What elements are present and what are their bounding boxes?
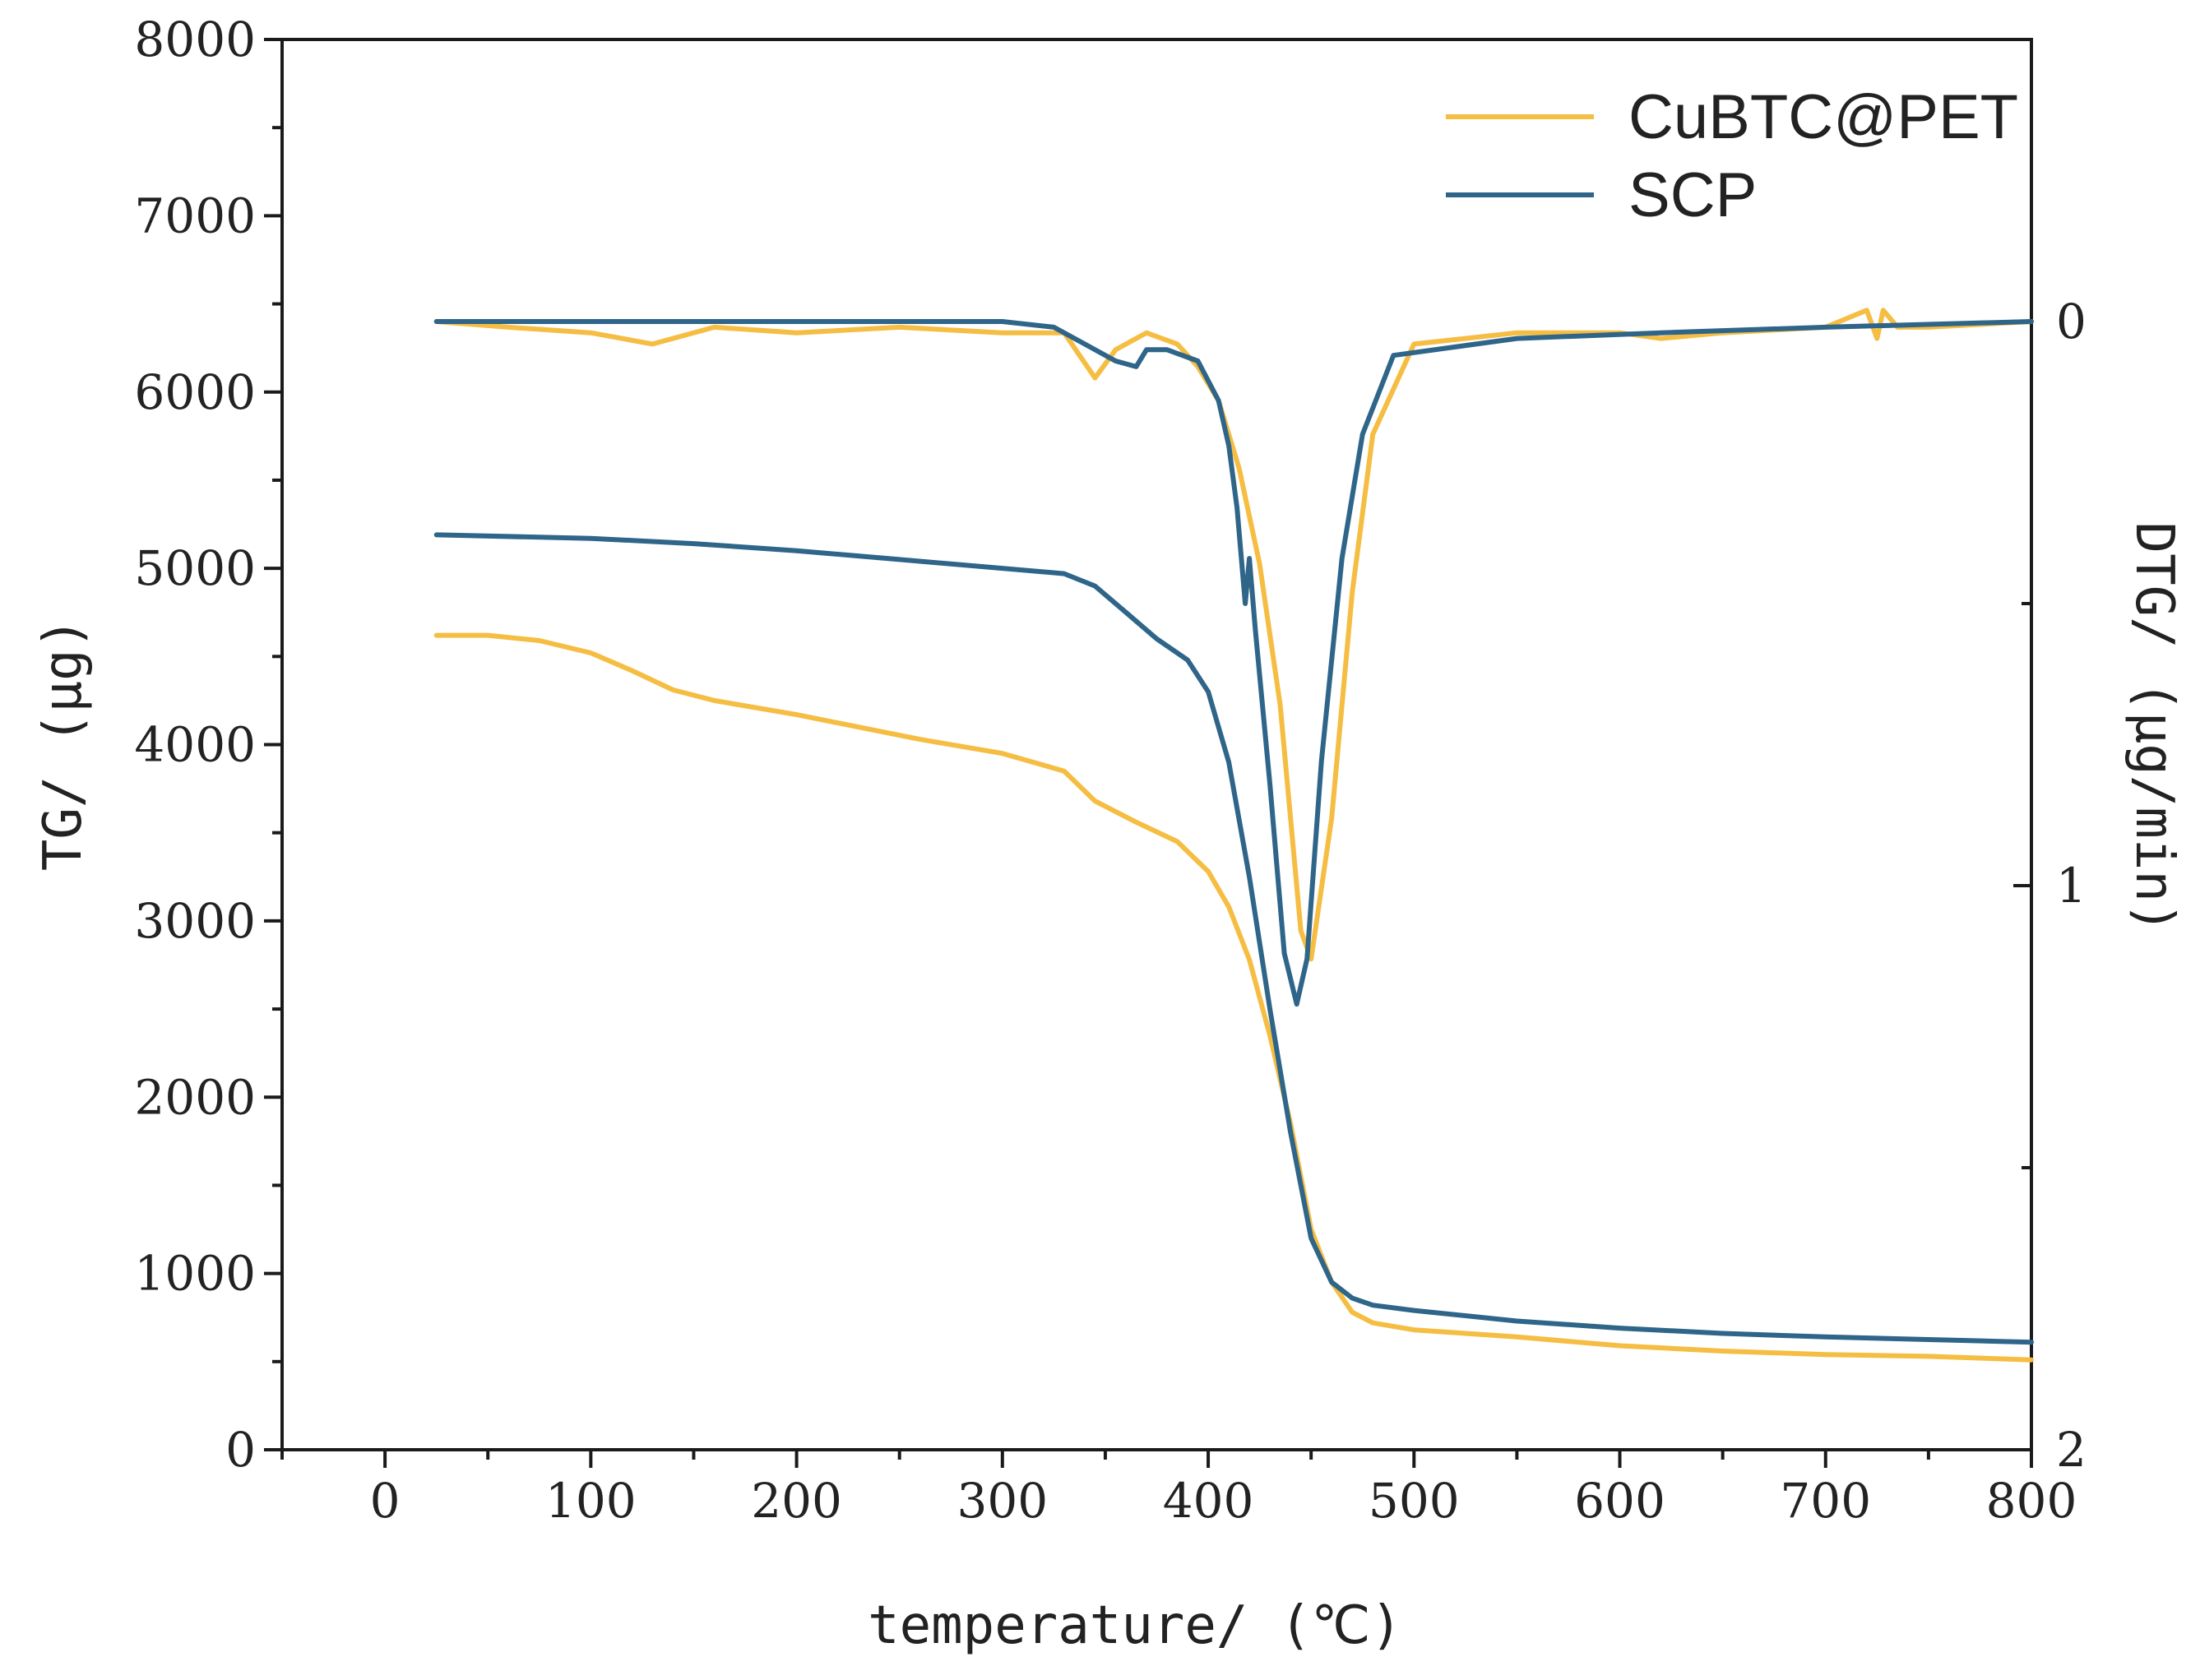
legend-label-cubtc-pet: CuBTC@PET <box>1628 82 2018 152</box>
x-tick-label: 500 <box>1369 1473 1460 1529</box>
dtg-series-scp <box>433 319 2034 1007</box>
x-tick-label: 400 <box>1163 1473 1254 1529</box>
right-y-tick-label: 2 <box>2056 1422 2087 1478</box>
left-y-tick-label: 6000 <box>134 364 256 420</box>
left-y-tick-label: 1000 <box>134 1246 256 1302</box>
x-axis-ticks: 0 100 200 300 400 500 600 700 800 <box>280 1450 2077 1529</box>
x-tick-label: 100 <box>545 1473 637 1529</box>
left-y-tick-label: 2000 <box>134 1069 256 1125</box>
left-y-tick-label: 3000 <box>134 893 256 949</box>
left-y-tick-label: 0 <box>225 1422 256 1478</box>
tg-series-scp <box>433 532 2034 1345</box>
right-y-tick-label: 0 <box>2056 294 2087 349</box>
legend-label-scp: SCP <box>1628 160 1757 230</box>
right-y-axis-title: DTG/ (μg/min) <box>2124 522 2184 934</box>
plot-frame <box>280 38 2033 1451</box>
x-tick-label: 700 <box>1780 1473 1871 1529</box>
left-y-tick-label: 8000 <box>134 12 256 67</box>
x-axis-title: temperature/ (℃) <box>868 1595 1402 1656</box>
left-y-axis-ticks: 0 1000 2000 3000 4000 5000 6000 7000 8000 <box>134 12 282 1478</box>
tg-series-cubtc-pet <box>433 632 2034 1363</box>
legend: CuBTC@PET SCP <box>1446 82 2018 230</box>
left-y-axis-title: TG/ (μg) <box>33 618 94 871</box>
x-tick-label: 600 <box>1574 1473 1665 1529</box>
right-y-tick-label: 1 <box>2056 858 2087 914</box>
left-y-tick-label: 7000 <box>134 187 256 243</box>
left-y-tick-label: 5000 <box>134 540 256 596</box>
x-tick-label: 200 <box>751 1473 842 1529</box>
dtg-series-cubtc-pet <box>433 308 2034 962</box>
plot-area: 0 100 200 300 400 500 600 700 800 0 1000 2000 3000 4… <box>134 12 2087 1529</box>
x-tick-label: 0 <box>370 1473 401 1529</box>
series-layer <box>433 308 2034 1363</box>
right-y-axis-ticks: 0 1 2 <box>2013 294 2087 1478</box>
left-y-tick-label: 4000 <box>134 717 256 773</box>
x-tick-label: 800 <box>1986 1473 2077 1529</box>
x-tick-label: 300 <box>956 1473 1048 1529</box>
